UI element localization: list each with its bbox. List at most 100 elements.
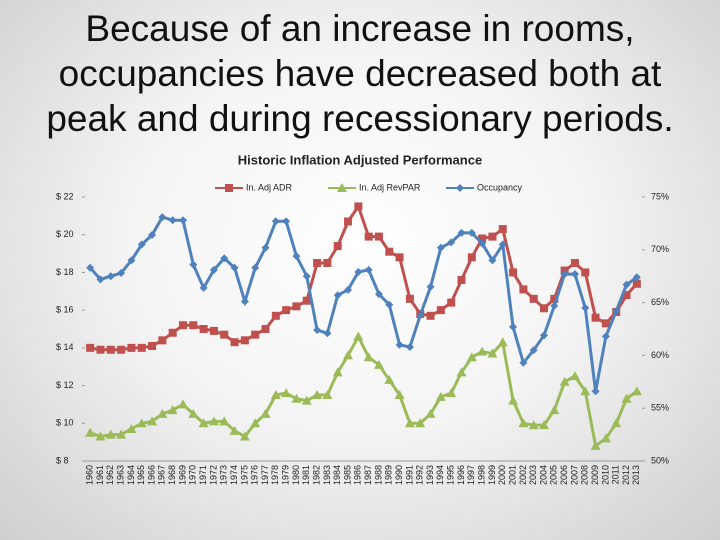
marker bbox=[509, 322, 518, 331]
marker bbox=[302, 272, 311, 281]
marker bbox=[631, 386, 642, 396]
marker bbox=[167, 405, 178, 415]
marker bbox=[96, 345, 105, 354]
marker bbox=[467, 253, 476, 262]
marker bbox=[581, 303, 590, 312]
marker bbox=[158, 336, 167, 345]
marker bbox=[86, 343, 95, 352]
marker bbox=[591, 313, 600, 322]
x-tick-label: 1977 bbox=[260, 465, 270, 485]
marker bbox=[354, 267, 363, 276]
marker bbox=[189, 260, 198, 269]
series-line bbox=[89, 203, 638, 352]
marker bbox=[188, 408, 199, 418]
marker bbox=[508, 395, 519, 405]
marker bbox=[457, 228, 466, 237]
marker bbox=[395, 253, 404, 262]
marker bbox=[251, 263, 260, 272]
marker bbox=[302, 296, 311, 305]
x-tick-label: 1971 bbox=[198, 465, 208, 485]
marker bbox=[478, 234, 487, 243]
marker bbox=[456, 184, 464, 192]
legend-label: Occupancy bbox=[477, 182, 523, 192]
marker bbox=[147, 416, 158, 426]
marker bbox=[550, 294, 559, 303]
marker bbox=[281, 388, 292, 398]
x-tick-label: 1982 bbox=[311, 465, 321, 485]
marker bbox=[271, 217, 280, 226]
x-tick-label: 2005 bbox=[549, 465, 559, 485]
marker bbox=[611, 418, 622, 428]
x-tick-label: 1965 bbox=[136, 465, 146, 485]
marker bbox=[225, 184, 233, 192]
marker bbox=[384, 374, 395, 384]
marker bbox=[497, 337, 508, 347]
legend-label: In. Adj ADR bbox=[246, 182, 293, 192]
marker bbox=[229, 425, 240, 435]
marker bbox=[136, 418, 147, 428]
marker bbox=[85, 427, 96, 437]
y2-tick-label: 60% bbox=[651, 350, 669, 360]
x-tick-label: 1986 bbox=[353, 465, 363, 485]
marker bbox=[177, 399, 188, 409]
y-tick-label: $ 14 bbox=[56, 342, 74, 352]
marker bbox=[549, 405, 560, 415]
x-tick-label: 2002 bbox=[518, 465, 528, 485]
marker bbox=[137, 343, 146, 352]
marker bbox=[230, 338, 239, 347]
y-tick-label: $ 18 bbox=[56, 267, 74, 277]
marker bbox=[333, 291, 342, 300]
y-tick-label: $ 8 bbox=[56, 455, 69, 465]
marker bbox=[344, 217, 353, 226]
marker bbox=[394, 390, 405, 399]
marker bbox=[337, 183, 347, 192]
marker bbox=[404, 418, 415, 428]
marker bbox=[385, 300, 394, 309]
marker bbox=[601, 319, 610, 328]
marker bbox=[612, 307, 621, 316]
marker bbox=[117, 269, 126, 278]
x-tick-label: 1978 bbox=[270, 465, 280, 485]
marker bbox=[333, 242, 342, 251]
marker bbox=[209, 265, 218, 274]
marker bbox=[425, 408, 436, 418]
marker bbox=[239, 431, 250, 441]
x-tick-label: 1987 bbox=[363, 465, 373, 485]
marker bbox=[374, 232, 383, 241]
x-tick-label: 1983 bbox=[322, 465, 332, 485]
marker bbox=[374, 290, 383, 299]
marker bbox=[570, 270, 579, 279]
x-tick-label: 1973 bbox=[219, 465, 229, 485]
marker bbox=[559, 376, 570, 386]
marker bbox=[498, 240, 507, 249]
marker bbox=[488, 256, 497, 265]
marker bbox=[550, 301, 559, 310]
marker bbox=[250, 418, 261, 428]
marker bbox=[116, 429, 127, 439]
x-tick-label: 2012 bbox=[621, 465, 631, 485]
marker bbox=[322, 390, 333, 399]
marker bbox=[271, 311, 280, 320]
marker bbox=[105, 429, 116, 439]
x-tick-label: 1963 bbox=[115, 465, 125, 485]
marker bbox=[621, 393, 632, 403]
x-tick-label: 2000 bbox=[497, 465, 507, 485]
x-tick-label: 1992 bbox=[415, 465, 425, 485]
x-tick-label: 1998 bbox=[476, 465, 486, 485]
marker bbox=[478, 239, 487, 248]
marker bbox=[240, 297, 249, 306]
y2-tick-label: 50% bbox=[651, 455, 669, 465]
marker bbox=[498, 225, 507, 234]
marker bbox=[540, 331, 549, 340]
x-tick-label: 1974 bbox=[229, 465, 239, 485]
marker bbox=[282, 217, 291, 226]
x-tick-label: 1980 bbox=[291, 465, 301, 485]
slide-title: Because of an increase in rooms, occupan… bbox=[46, 8, 674, 139]
y2-tick-label: 65% bbox=[651, 297, 669, 307]
marker bbox=[220, 330, 229, 339]
x-tick-label: 1984 bbox=[332, 465, 342, 485]
marker bbox=[600, 433, 611, 443]
x-tick-label: 2003 bbox=[528, 465, 538, 485]
marker bbox=[363, 352, 374, 362]
marker bbox=[426, 282, 435, 291]
